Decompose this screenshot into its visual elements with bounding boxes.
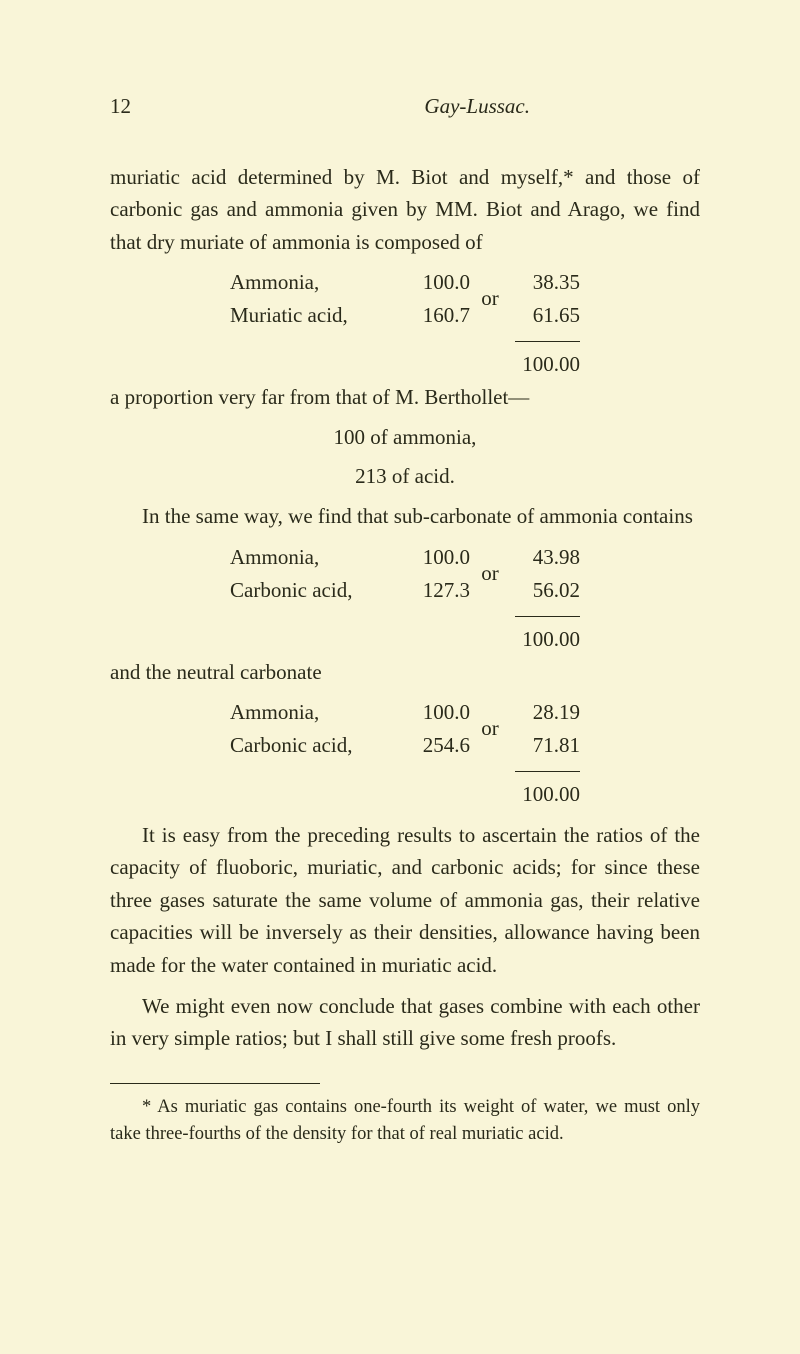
rule-1: [515, 341, 580, 342]
comp2-or: or: [481, 561, 499, 585]
comp2-val1: 100.0: [423, 541, 470, 574]
page-number: 12: [110, 90, 131, 123]
paragraph-3: In the same way, we find that sub-carbon…: [110, 500, 700, 533]
comp3-sum: 100.00: [510, 778, 580, 811]
comp1-label1: Ammonia,: [230, 266, 319, 299]
comp3-right2: 71.81: [510, 729, 580, 762]
comp3-label1: Ammonia,: [230, 696, 319, 729]
comp2-val2: 127.3: [423, 574, 470, 607]
paragraph-1: muriatic acid determined by M. Biot and …: [110, 161, 700, 259]
rule-3: [515, 771, 580, 772]
page-header: 12 Gay-Lussac.: [110, 90, 700, 123]
paragraph-4: and the neutral carbonate: [110, 656, 700, 689]
paragraph-6: We might even now conclude that gases co…: [110, 990, 700, 1055]
header-title: Gay-Lussac.: [424, 90, 700, 123]
comp3-or: or: [481, 716, 499, 740]
comp2-right1: 43.98: [510, 541, 580, 574]
comp3-label2: Carbonic acid,: [230, 729, 352, 762]
comp3-right1: 28.19: [510, 696, 580, 729]
comp1-or: or: [481, 286, 499, 310]
comp1-val1: 100.0: [423, 266, 470, 299]
footnote: * As muriatic gas contains one-fourth it…: [110, 1094, 700, 1150]
paragraph-5: It is easy from the preceding results to…: [110, 819, 700, 982]
comp3-val1: 100.0: [423, 696, 470, 729]
center-line-2: 213 of acid.: [110, 460, 700, 493]
composition-2: Ammonia, 100.0 or 43.98 Carbonic acid, 1…: [110, 541, 700, 656]
comp1-right2: 61.65: [510, 299, 580, 332]
comp2-sum: 100.00: [510, 623, 580, 656]
comp1-sum: 100.00: [510, 348, 580, 381]
rule-2: [515, 616, 580, 617]
paragraph-2: a proportion very far from that of M. Be…: [110, 381, 700, 414]
composition-1: Ammonia, 100.0 or 38.35 Muriatic acid, 1…: [110, 266, 700, 381]
comp1-right1: 38.35: [510, 266, 580, 299]
comp2-label2: Carbonic acid,: [230, 574, 352, 607]
footnote-rule: [110, 1083, 320, 1084]
composition-3: Ammonia, 100.0 or 28.19 Carbonic acid, 2…: [110, 696, 700, 811]
center-line-1: 100 of ammonia,: [110, 421, 700, 454]
comp2-label1: Ammonia,: [230, 541, 319, 574]
comp1-label2: Muriatic acid,: [230, 299, 348, 332]
comp1-val2: 160.7: [423, 299, 470, 332]
comp3-val2: 254.6: [423, 729, 470, 762]
comp2-right2: 56.02: [510, 574, 580, 607]
